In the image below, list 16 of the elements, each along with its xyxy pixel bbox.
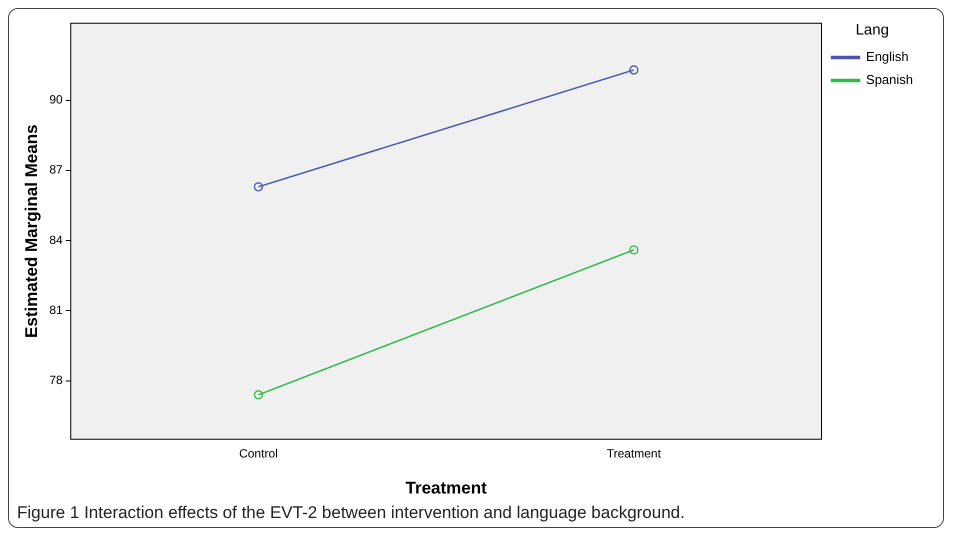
y-tick-label: 87	[49, 162, 64, 177]
y-tick-label: 84	[49, 232, 64, 247]
point	[254, 182, 264, 192]
legend-label: Spanish	[866, 72, 914, 88]
point	[254, 390, 264, 400]
x-tick-label: Control	[239, 446, 278, 461]
y-tick-label: 78	[49, 373, 64, 388]
caption: Figure 1 Interaction effects of the EVT-2 between intervention and language background.	[16, 503, 686, 523]
y-tick-label: 81	[49, 302, 64, 317]
legend-title: Lang	[856, 22, 889, 39]
y-tick-label: 90	[49, 92, 64, 107]
x-axis-title: Treatment	[406, 478, 488, 498]
y-axis-title: Estimated Marginal Means	[22, 124, 41, 338]
legend-label: English	[866, 49, 909, 64]
point	[629, 245, 638, 255]
point	[629, 65, 638, 75]
